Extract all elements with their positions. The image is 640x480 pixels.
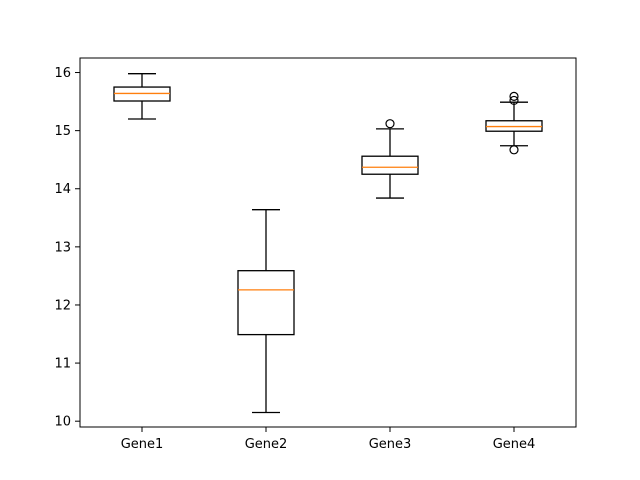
y-axis: 10 11 12 13 14 15 16 xyxy=(54,66,80,430)
outlier-point xyxy=(509,91,519,101)
x-tick-label: Gene2 xyxy=(245,437,288,452)
y-tick-label: 10 xyxy=(54,415,71,430)
box-group-gene4 xyxy=(485,91,543,155)
box-group-gene1 xyxy=(113,73,171,120)
y-tick-label: 13 xyxy=(54,240,71,255)
x-tick-label: Gene4 xyxy=(493,437,536,452)
outlier-point xyxy=(509,95,519,106)
iqr-box xyxy=(361,155,419,175)
y-tick-label: 16 xyxy=(54,66,71,81)
outlier-point xyxy=(509,145,519,155)
y-tick-label: 14 xyxy=(54,182,71,197)
outlier-point xyxy=(385,119,395,129)
box-group-gene3 xyxy=(361,119,419,199)
x-tick-label: Gene1 xyxy=(121,437,164,452)
x-axis: Gene1 Gene2 Gene3 Gene4 xyxy=(121,427,536,452)
box-group-gene2 xyxy=(237,209,295,414)
plot-area-frame xyxy=(79,57,577,428)
y-tick-label: 11 xyxy=(54,357,71,372)
y-tick-label: 15 xyxy=(54,124,71,139)
iqr-box xyxy=(237,270,295,336)
plot-content xyxy=(113,73,543,414)
x-tick-label: Gene3 xyxy=(369,437,412,452)
y-tick-label: 12 xyxy=(54,298,71,313)
